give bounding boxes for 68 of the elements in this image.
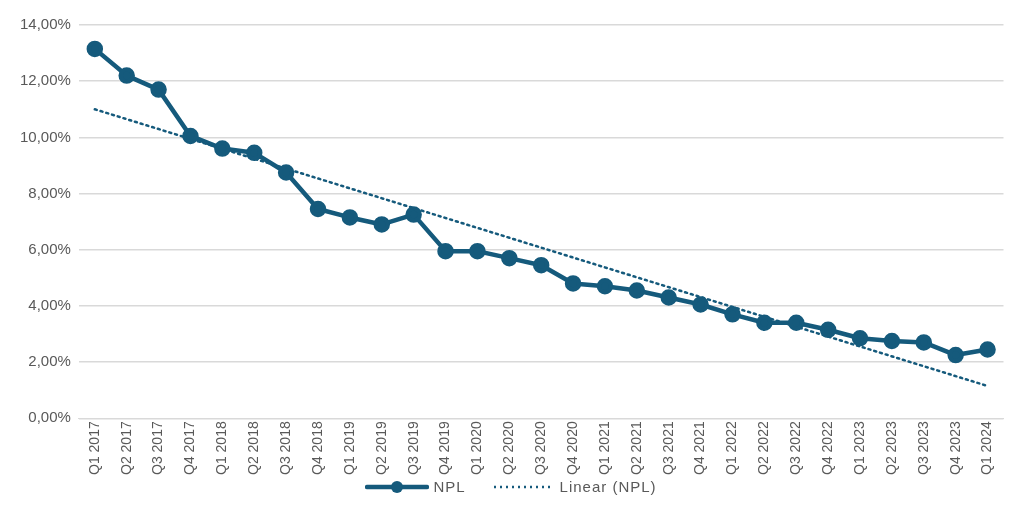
x-tick-label: Q2 2022 [755,421,772,476]
point [788,314,805,332]
x-tick-label: Q4 2022 [819,421,835,476]
point [692,296,709,313]
point [915,334,933,351]
point [341,209,359,226]
x-tick-label: Q1 2019 [340,421,357,476]
x-tick-label: Q4 2021 [691,421,708,476]
x-tick-label: Q2 2020 [500,421,517,476]
x-tick-label: Q3 2021 [659,421,676,476]
y-tick-label: 14,00% [20,15,71,33]
x-tick-label: Q4 2023 [946,421,963,476]
point [564,275,582,292]
x-tick-label: Q1 2018 [213,421,230,476]
y-tick-label: 10,00% [20,127,71,145]
y-tick-label: 4,00% [28,296,71,314]
point [469,242,486,260]
x-tick-label: Q4 2019 [436,421,453,476]
y-tick-label: 0,00% [28,408,71,426]
point [947,346,964,364]
point [150,81,167,98]
x-tick-label: Q3 2019 [404,421,421,476]
legend-label: NPL [433,478,466,495]
point [660,289,677,306]
point [851,329,869,347]
x-tick-label: Q2 2023 [882,421,899,476]
point [437,242,454,260]
x-tick-label: Q4 2018 [308,421,325,476]
x-tick-label: Q2 2019 [372,421,389,476]
point [501,249,518,267]
y-tick-label: 6,00% [28,239,71,257]
x-tick-label: Q1 2021 [595,421,612,476]
x-tick-label: Q1 2020 [468,421,485,476]
x-tick-label: Q3 2023 [914,421,931,476]
x-tick-label: Q2 2021 [627,421,644,476]
point [214,140,231,157]
x-tick-label: Q4 2017 [181,421,198,476]
x-tick-label: Q3 2020 [532,421,549,476]
y-tick-label: 2,00% [28,352,71,370]
x-tick-label: Q1 2024 [978,421,995,476]
x-tick-label: Q4 2020 [563,421,580,476]
point [277,164,295,181]
point [309,200,327,218]
y-tick-label: 12,00% [20,71,71,89]
x-tick-label: Q3 2018 [276,421,293,476]
y-tick-label: 8,00% [28,183,71,201]
point [883,332,901,350]
point [756,314,773,332]
point [532,256,550,274]
point [979,341,996,358]
x-tick-label: Q2 2018 [245,421,262,476]
x-tick-label: Q1 2023 [850,421,867,476]
point [628,282,646,299]
x-tick-label: Q1 2017 [85,421,102,476]
point [245,144,263,162]
x-tick-label: Q3 2017 [149,421,166,476]
point [405,206,422,223]
point [596,278,614,295]
point [86,40,104,58]
x-tick-label: Q3 2022 [787,421,804,476]
x-tick-label: Q1 2022 [723,421,740,476]
point [182,127,199,145]
point [724,306,741,323]
legend-label: Linear (NPL) [559,478,657,495]
point [819,321,837,339]
point [373,216,391,233]
point [118,67,135,84]
x-tick-label: Q2 2017 [117,421,134,476]
